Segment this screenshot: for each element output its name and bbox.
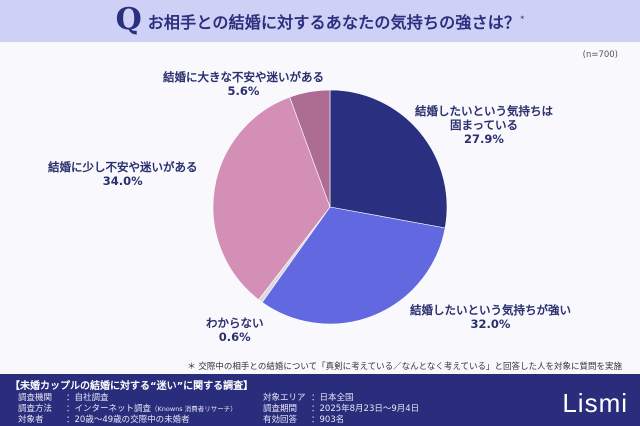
lismi-logo: Lismi	[562, 388, 628, 418]
info-org: 調査機関 ：自社調査	[18, 393, 109, 403]
label-small-anxiety: 結婚に少し不安や迷いがある 34.0%	[48, 160, 198, 188]
sample-size: (n=700)	[582, 50, 618, 60]
label-strong: 結婚したいという気持ちが強い 32.0%	[410, 303, 571, 331]
label-big-anxiety: 結婚に大きな不安や迷いがある 5.6%	[163, 70, 324, 98]
footnote: ＊ 交際中の相手との結婚について「真剣に考えている／なんとなく考えている」と回答…	[187, 362, 622, 372]
chart-title: お相手との結婚に対するあなたの気持ちの強さは？*	[147, 13, 525, 32]
info-area: 対象エリア ：日本全国	[263, 393, 354, 403]
survey-title: 【未婚カップルの結婚に対する“迷い”に関する調査】	[10, 381, 254, 392]
title-bar: Q お相手との結婚に対するあなたの気持ちの強さは？*	[0, 0, 640, 42]
label-unknown: わからない 0.6%	[206, 316, 264, 344]
info-period: 調査期間 ：2025年8月23日～9月4日	[263, 404, 420, 414]
pie-slice	[212, 96, 331, 301]
info-target: 対象者 ：20歳～49歳の交際中の未婚者	[18, 415, 190, 425]
q-icon: Q	[115, 2, 142, 37]
survey-info-footer: 【未婚カップルの結婚に対する“迷い”に関する調査】 調査機関 ：自社調査 調査方法…	[0, 374, 640, 426]
info-responses: 有効回答 ：903名	[263, 415, 345, 425]
pie-slice	[261, 206, 446, 325]
pie-slices	[212, 89, 448, 325]
pie-slice	[329, 89, 448, 229]
info-method: 調査方法 ：インターネット調査（Knowns 消費者リサーチ）	[18, 404, 237, 414]
label-determined: 結婚したいという気持ちは 固まっている 27.9%	[415, 104, 553, 146]
pie-slice	[289, 89, 331, 208]
